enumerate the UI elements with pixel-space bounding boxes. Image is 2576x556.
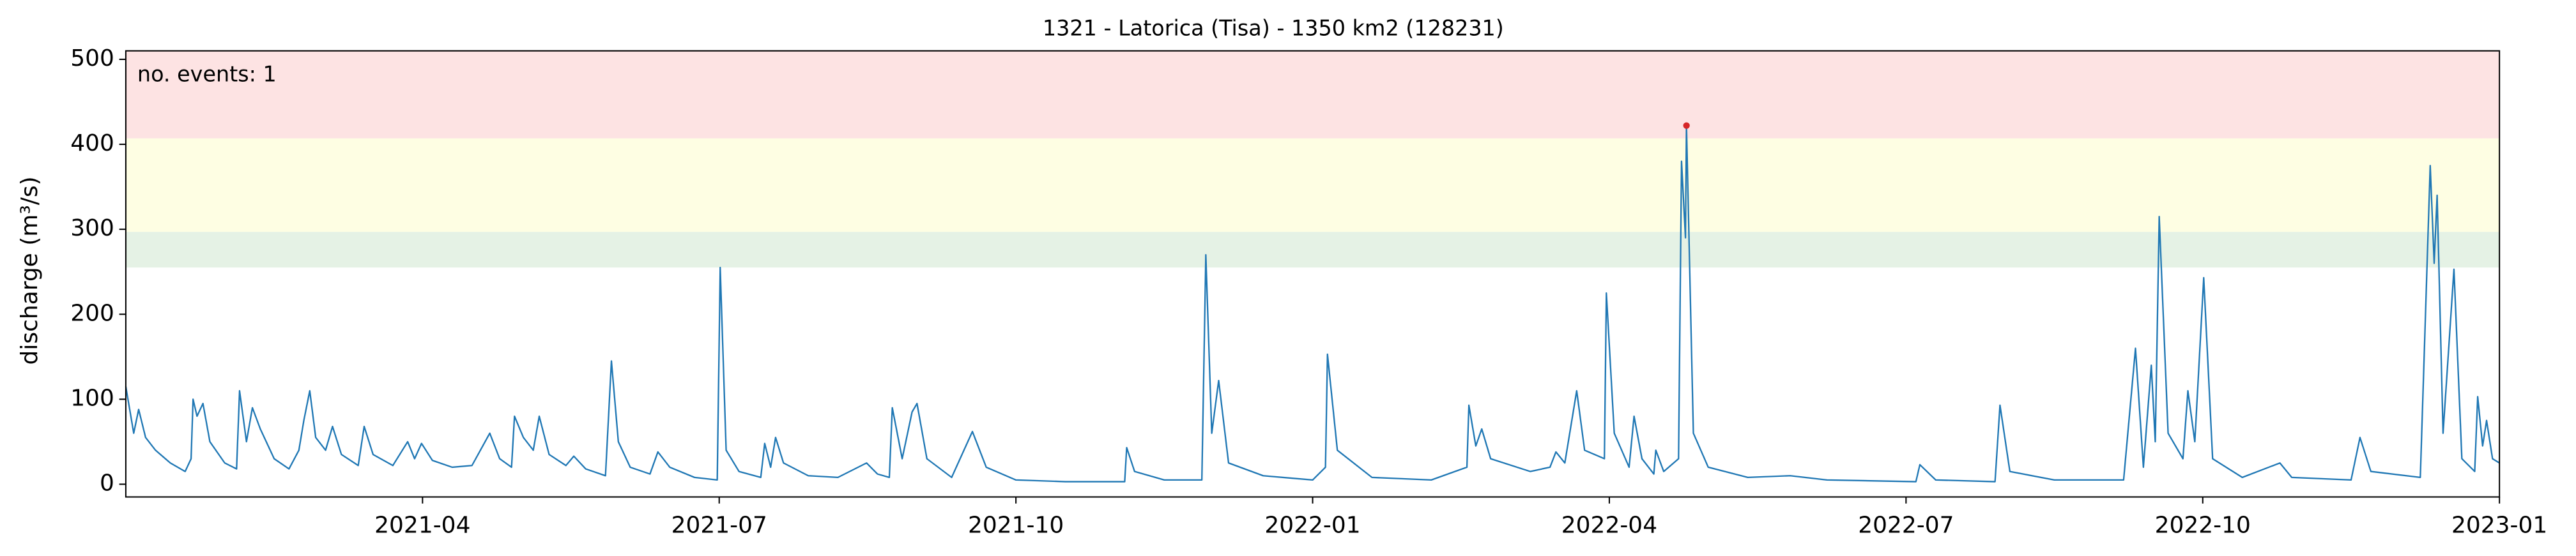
- x-tick-label: 2022-01: [1264, 513, 1360, 539]
- x-tick-label: 2021-10: [968, 513, 1064, 539]
- y-tick-label: 100: [70, 385, 114, 411]
- y-tick-label: 300: [70, 215, 114, 241]
- threshold-band: [125, 50, 2500, 139]
- chart-title: 1321 - Latorica (Tisa) - 1350 km2 (12823…: [1043, 16, 1504, 41]
- y-tick-label: 200: [70, 300, 114, 326]
- discharge-line: [125, 124, 2500, 483]
- event-count: no. events: 1: [137, 62, 277, 87]
- plot-frame: [125, 50, 2501, 498]
- x-tick-label: 2022-07: [1858, 513, 1954, 539]
- x-tick-label: 2022-04: [1561, 513, 1657, 539]
- threshold-band: [125, 138, 2500, 232]
- event-point: [1683, 122, 1690, 129]
- y-tick-label: 0: [100, 470, 114, 497]
- y-tick-label: 400: [70, 130, 114, 156]
- y-tick-label: 500: [70, 45, 114, 71]
- threshold-band: [125, 232, 2500, 268]
- x-tick-label: 2021-07: [671, 513, 767, 539]
- y-axis-label: discharge (m³/s): [17, 176, 43, 364]
- x-tick-label: 2021-04: [374, 513, 470, 539]
- x-tick-label: 2022-10: [2155, 513, 2251, 539]
- x-tick-label: 2023-01: [2451, 513, 2547, 539]
